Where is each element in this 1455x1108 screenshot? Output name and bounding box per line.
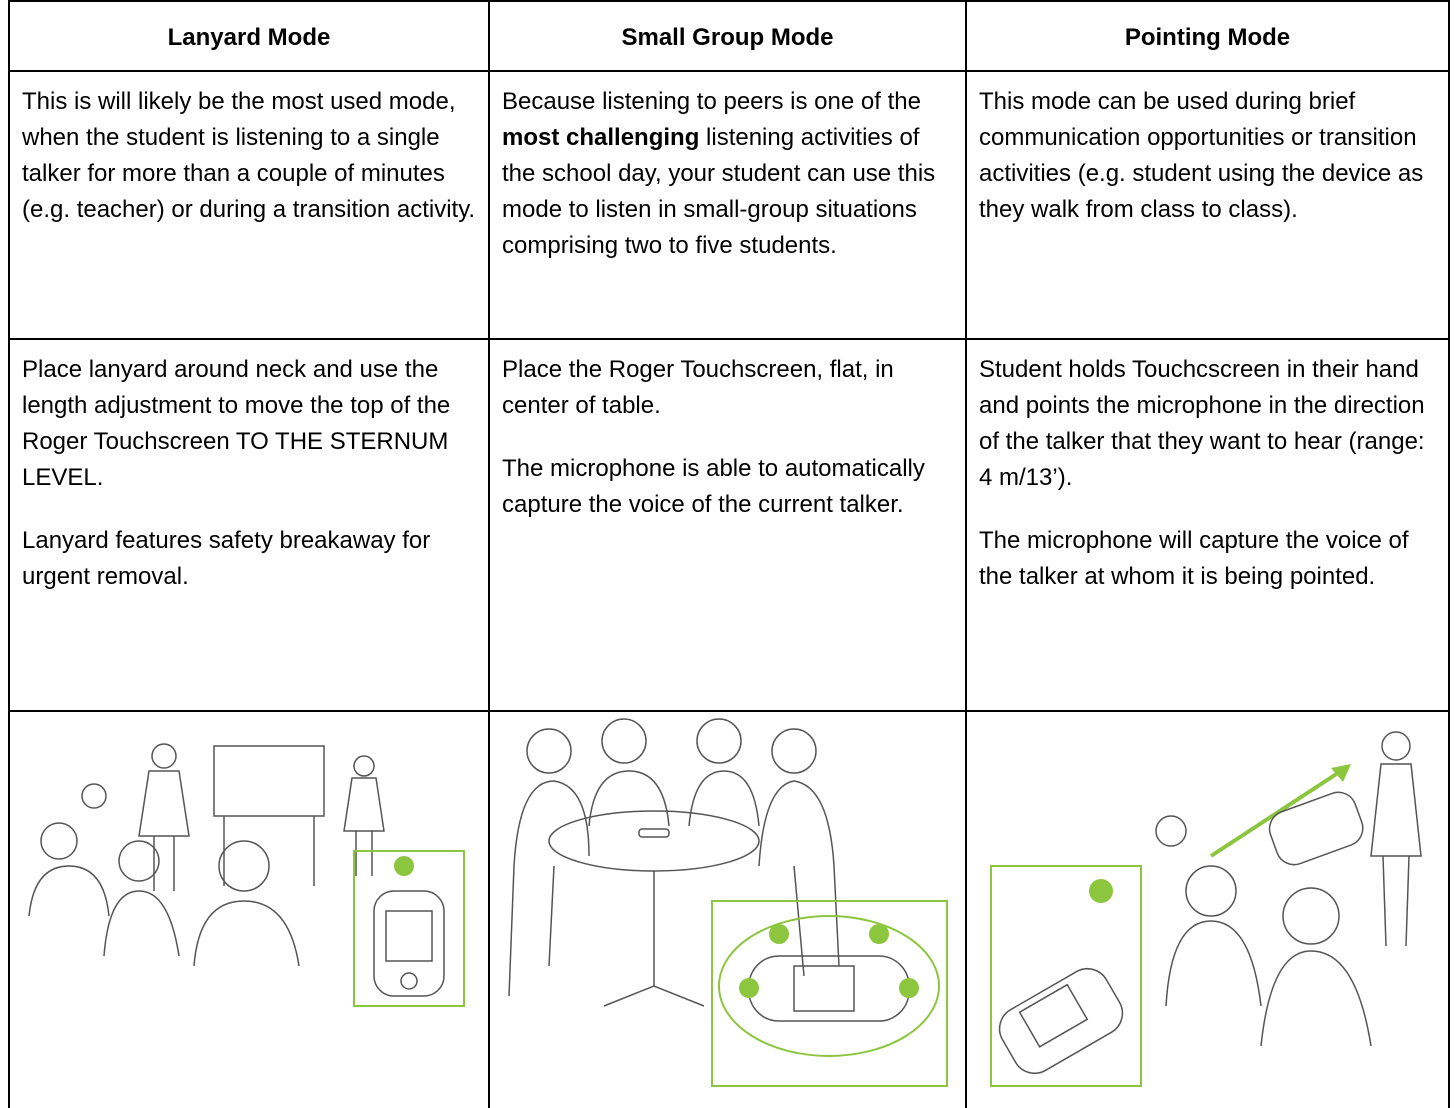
paragraph: This is will likely be the most used mod… — [22, 88, 476, 223]
small-group-illustration — [508, 718, 948, 1087]
paragraph: Student holds Touchcscreen in their hand… — [979, 356, 1425, 491]
cell: This mode can be used during brief commu… — [965, 70, 1450, 340]
cell — [8, 710, 490, 1108]
cell — [965, 710, 1450, 1108]
column-header: Lanyard Mode — [8, 0, 490, 72]
paragraph: Lanyard features safety breakaway for ur… — [22, 527, 431, 590]
cell: Place the Roger Touchscreen, flat, in ce… — [488, 338, 967, 712]
paragraph: The microphone will capture the voice of… — [979, 527, 1409, 590]
cell: Because listening to peers is one of the… — [488, 70, 967, 340]
lanyard-illustration — [28, 743, 465, 1007]
row — [8, 710, 1450, 1108]
paragraph: The microphone is able to automatically … — [502, 455, 925, 518]
paragraph: Place lanyard around neck and use the le… — [22, 356, 451, 491]
paragraph: Place the Roger Touchscreen, flat, in ce… — [502, 356, 894, 419]
cell: Student holds Touchcscreen in their hand… — [965, 338, 1450, 712]
paragraph: Because listening to peers is one of the… — [502, 84, 953, 264]
row: This is will likely be the most used mod… — [8, 70, 1450, 340]
bold-text: most challenging — [502, 124, 700, 151]
modes-table: Lanyard Mode Small Group Mode Pointing M… — [8, 0, 1450, 1108]
cell: This is will likely be the most used mod… — [8, 70, 490, 340]
column-header: Small Group Mode — [488, 0, 967, 72]
cell — [488, 710, 967, 1108]
header-row: Lanyard Mode Small Group Mode Pointing M… — [8, 0, 1450, 72]
row: Place lanyard around neck and use the le… — [8, 338, 1450, 712]
text-run: listening activities of the school day, … — [502, 124, 936, 259]
pointing-illustration — [990, 731, 1422, 1087]
cell: Place lanyard around neck and use the le… — [8, 338, 490, 712]
paragraph: This mode can be used during brief commu… — [979, 88, 1424, 223]
column-header: Pointing Mode — [965, 0, 1450, 72]
text-run: Because listening to peers is one of the — [502, 88, 921, 115]
